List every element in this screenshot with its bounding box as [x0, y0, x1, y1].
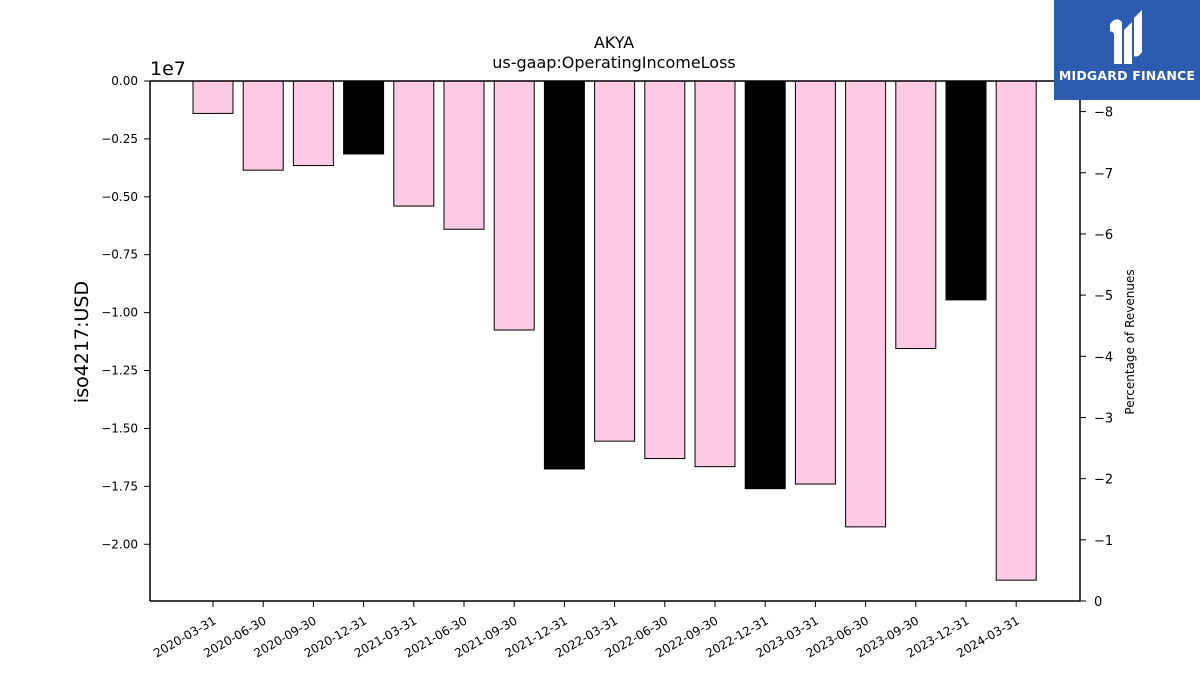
y-tick-label: −0.50: [101, 190, 138, 204]
y2-tick-label: −5: [1094, 289, 1113, 304]
y-tick-label: −1.75: [101, 479, 138, 493]
brand-logo: MIDGARD FINANCE: [1054, 0, 1200, 100]
y-tick-label: −1.25: [101, 364, 138, 378]
bar-2022-12-31: [744, 80, 786, 490]
bar-2023-12-31: [945, 80, 987, 301]
bar-2021-09-30: [493, 80, 535, 331]
bar-2021-03-31: [393, 80, 435, 207]
y-tick-label: −1.00: [101, 306, 138, 320]
bar-2021-12-31: [543, 80, 585, 470]
bars-group: [192, 80, 1037, 581]
chart-title: AKYA: [594, 33, 634, 52]
bar-2020-06-30: [242, 80, 284, 171]
y2-tick-label: −2: [1094, 473, 1113, 488]
bar-2020-09-30: [292, 80, 334, 167]
y2-axis-label: Percentage of Revenues: [1123, 269, 1137, 414]
y-tick-label: 0.00: [111, 74, 138, 88]
y2-tick-label: −4: [1094, 350, 1113, 365]
y2-tick-label: −6: [1094, 228, 1113, 243]
y2-tick-label: 0: [1094, 595, 1102, 610]
bar-2020-12-31: [343, 80, 385, 155]
chart-subtitle: us-gaap:OperatingIncomeLoss: [492, 53, 736, 72]
bar-2021-06-30: [443, 80, 485, 230]
y-axis-label: iso4217:USD: [71, 281, 93, 403]
bar-2022-03-31: [594, 80, 636, 442]
bar-2023-03-31: [794, 80, 836, 485]
y-tick-label: −1.50: [101, 421, 138, 435]
bar-2023-06-30: [845, 80, 887, 528]
y-offset-label: 1e7: [150, 58, 186, 80]
bar-2024-03-31: [995, 80, 1037, 581]
y2-tick-label: −8: [1094, 106, 1113, 121]
y2-tick-label: −1: [1094, 534, 1113, 549]
bar-2023-09-30: [895, 80, 937, 350]
y-tick-label: −0.25: [101, 132, 138, 146]
y2-tick-label: −7: [1094, 167, 1113, 182]
y-tick-label: −0.75: [101, 248, 138, 262]
bar-2020-03-31: [192, 80, 234, 114]
logo-text: MIDGARD FINANCE: [1058, 68, 1196, 83]
bar-2022-06-30: [644, 80, 686, 460]
bar-2022-09-30: [694, 80, 736, 468]
y-tick-label: −2.00: [101, 537, 138, 551]
y2-tick-label: −3: [1094, 411, 1113, 426]
logo-mark-icon: [1110, 10, 1142, 64]
